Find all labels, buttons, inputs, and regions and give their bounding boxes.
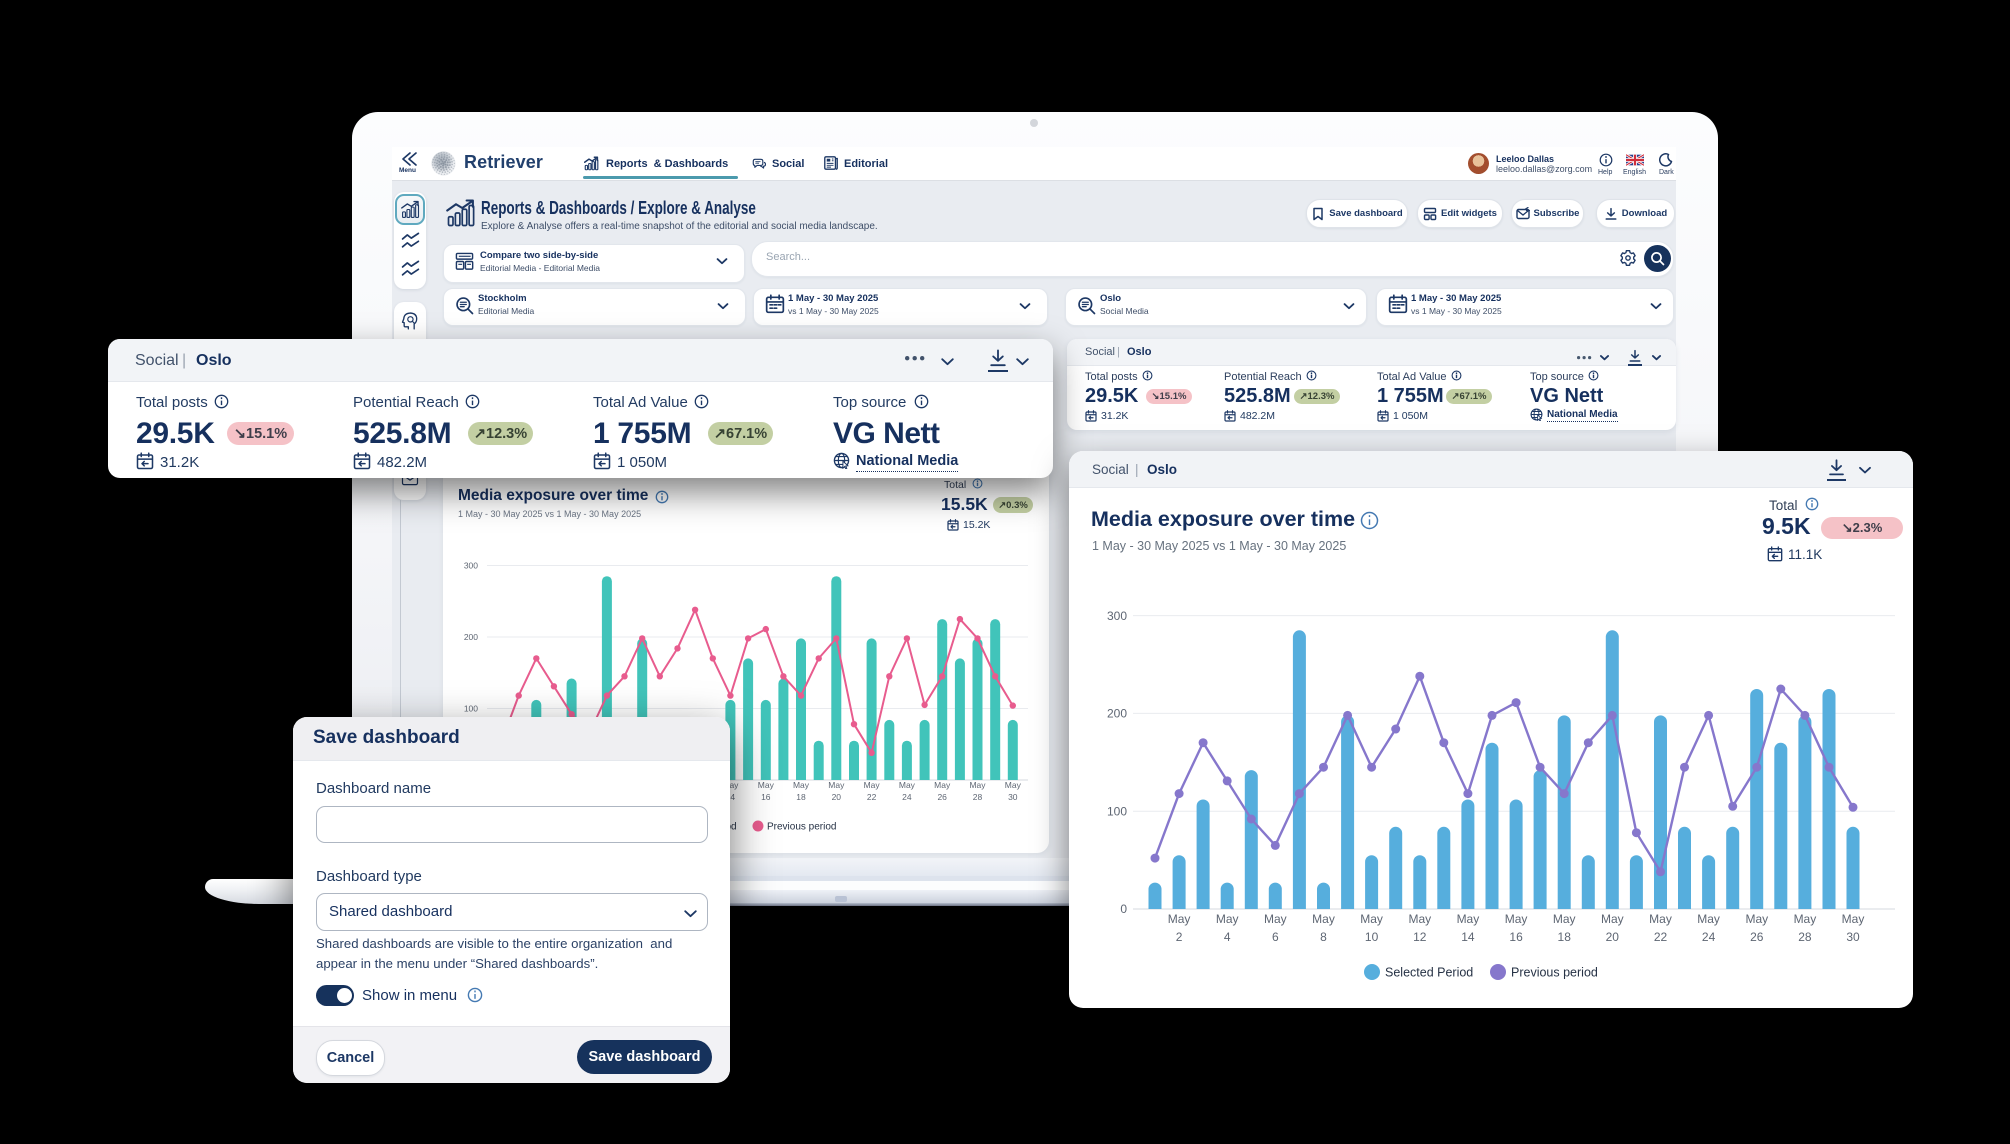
svg-text:30: 30 [1846,930,1860,944]
svg-text:100: 100 [464,704,478,714]
svg-text:12: 12 [1413,930,1427,944]
svg-text:4: 4 [1224,930,1231,944]
svg-text:24: 24 [1702,930,1716,944]
svg-text:May: May [1697,912,1720,926]
svg-text:May: May [1360,912,1383,926]
svg-text:28: 28 [1798,930,1812,944]
svg-text:Previous period: Previous period [1511,965,1598,979]
svg-text:300: 300 [464,561,478,571]
svg-text:22: 22 [867,792,877,802]
svg-text:200: 200 [1107,707,1127,721]
svg-text:May: May [1264,912,1287,926]
svg-text:May: May [864,780,881,790]
svg-text:30: 30 [1008,792,1018,802]
svg-text:Previous period: Previous period [767,822,836,833]
svg-text:Selected Period: Selected Period [1385,965,1473,979]
svg-text:May: May [722,780,739,790]
svg-text:May: May [1457,912,1480,926]
svg-text:May: May [1842,912,1865,926]
svg-text:May: May [1312,912,1335,926]
svg-text:May: May [1601,912,1624,926]
svg-text:16: 16 [1509,930,1523,944]
svg-text:26: 26 [937,792,947,802]
svg-text:18: 18 [1558,930,1572,944]
svg-text:May: May [1168,912,1191,926]
svg-text:100: 100 [1107,804,1127,818]
svg-text:May: May [1745,912,1768,926]
svg-text:20: 20 [1606,930,1620,944]
svg-text:14: 14 [726,792,736,802]
svg-text:May: May [1649,912,1672,926]
svg-text:22: 22 [1654,930,1668,944]
svg-text:8: 8 [1320,930,1327,944]
svg-text:14: 14 [1461,930,1475,944]
svg-text:May: May [1794,912,1817,926]
svg-text:18: 18 [796,792,806,802]
svg-text:May: May [1216,912,1239,926]
svg-text:20: 20 [832,792,842,802]
svg-text:May: May [1005,780,1022,790]
svg-text:26: 26 [1750,930,1764,944]
svg-text:May: May [969,780,986,790]
svg-text:May: May [1553,912,1576,926]
svg-text:May: May [793,780,810,790]
svg-text:28: 28 [973,792,983,802]
svg-text:May: May [899,780,916,790]
svg-text:May: May [1505,912,1528,926]
svg-text:10: 10 [1365,930,1379,944]
svg-text:200: 200 [464,632,478,642]
svg-text:16: 16 [761,792,771,802]
svg-text:0: 0 [1120,902,1127,916]
svg-text:6: 6 [1272,930,1279,944]
svg-text:24: 24 [902,792,912,802]
svg-text:May: May [934,780,951,790]
svg-text:2: 2 [1176,930,1183,944]
svg-text:300: 300 [1107,609,1127,623]
svg-text:May: May [1408,912,1431,926]
svg-text:May: May [758,780,775,790]
svg-text:May: May [828,780,845,790]
